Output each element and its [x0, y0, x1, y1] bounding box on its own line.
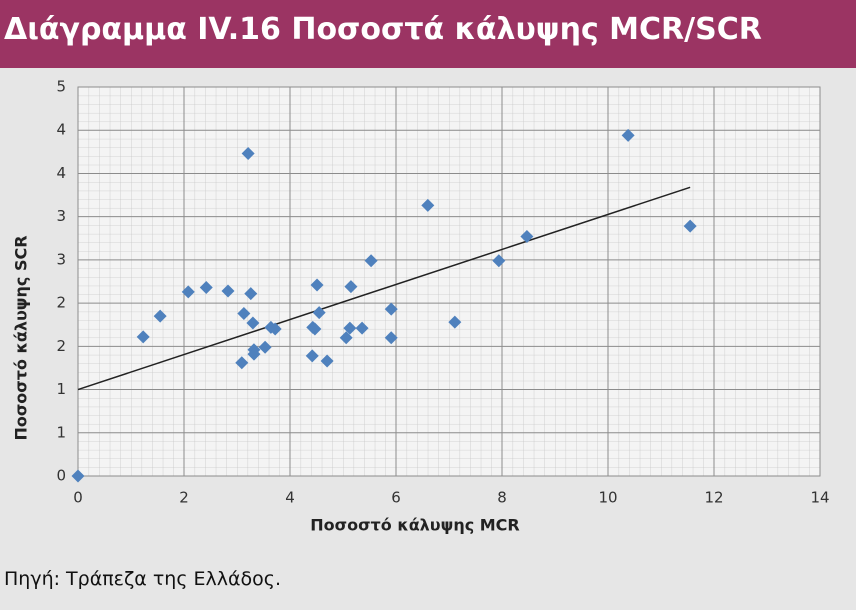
- point: [344, 280, 358, 294]
- point: [199, 281, 213, 295]
- x-tick-label: 2: [179, 489, 189, 507]
- source-note: Πηγή: Τράπεζα της Ελλάδος.: [4, 568, 281, 590]
- y-tick-label: 2: [56, 294, 66, 312]
- point: [244, 287, 258, 301]
- chart: Ποσοστό κάλυψης MCR Ποσοστό κάλυψης SCR …: [12, 78, 830, 535]
- point: [384, 302, 398, 316]
- point: [71, 469, 85, 483]
- y-tick-label: 0: [56, 467, 66, 485]
- point: [621, 128, 635, 142]
- point: [305, 349, 319, 363]
- y-axis-title: Ποσοστό κάλυψης SCR: [12, 235, 31, 440]
- y-tick-label: 3: [56, 250, 66, 268]
- trendline: [77, 186, 691, 391]
- header-bar: Διάγραμμα IV.16 Ποσοστά κάλυψης MCR/SCR: [0, 0, 856, 68]
- point: [320, 354, 334, 368]
- point: [310, 278, 324, 292]
- point: [421, 198, 435, 212]
- minor-grid: [78, 87, 820, 476]
- point: [364, 254, 378, 268]
- point: [136, 330, 150, 344]
- point: [181, 285, 195, 299]
- point: [448, 315, 462, 329]
- point: [241, 147, 255, 161]
- point: [153, 309, 167, 323]
- point: [384, 331, 398, 345]
- point: [258, 340, 272, 354]
- point: [355, 321, 369, 335]
- y-tick-label: 1: [56, 423, 66, 441]
- x-tick-label: 6: [391, 489, 401, 507]
- x-tick-label: 0: [73, 489, 83, 507]
- point: [246, 316, 260, 330]
- x-tick-label: 4: [285, 489, 295, 507]
- point: [221, 284, 235, 298]
- x-axis-title: Ποσοστό κάλυψης MCR: [310, 516, 520, 535]
- point: [268, 322, 282, 336]
- point: [520, 230, 534, 244]
- y-tick-label: 3: [56, 207, 66, 225]
- y-tick-label: 4: [56, 164, 66, 182]
- y-tick-label: 5: [56, 78, 66, 96]
- point: [247, 347, 261, 361]
- plot-border: [77, 86, 821, 477]
- point: [492, 254, 506, 268]
- x-tick-label: 8: [497, 489, 507, 507]
- chart-title: Διάγραμμα IV.16 Ποσοστά κάλυψης MCR/SCR: [4, 12, 762, 47]
- x-tick-label: 14: [810, 489, 829, 507]
- point: [308, 322, 322, 336]
- point: [339, 331, 353, 345]
- point: [235, 356, 249, 370]
- point: [343, 321, 357, 335]
- point: [312, 306, 326, 320]
- y-tick-label: 4: [56, 121, 66, 139]
- x-tick-label: 12: [704, 489, 723, 507]
- point: [237, 306, 251, 320]
- x-tick-label: 10: [598, 489, 617, 507]
- y-tick-label: 1: [56, 380, 66, 398]
- point: [683, 219, 697, 233]
- y-tick-label: 2: [56, 337, 66, 355]
